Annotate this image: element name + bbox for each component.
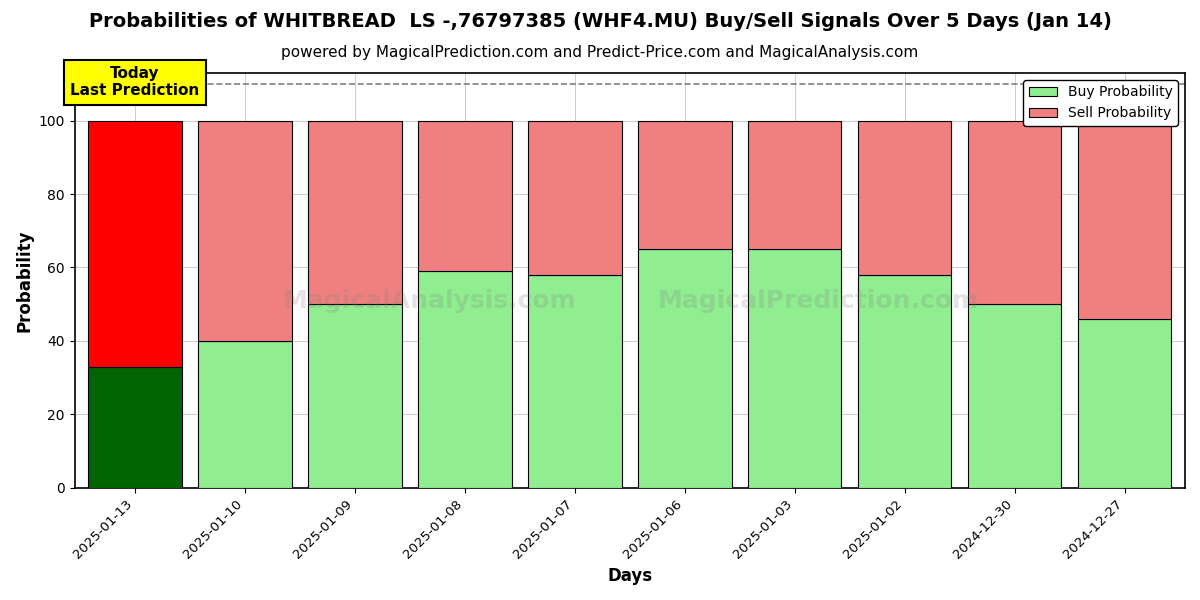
Bar <box>858 121 952 275</box>
Bar <box>638 249 732 488</box>
Legend: Buy Probability, Sell Probability: Buy Probability, Sell Probability <box>1024 80 1178 126</box>
Y-axis label: Probability: Probability <box>16 229 34 332</box>
Bar <box>638 121 732 249</box>
Bar <box>748 249 841 488</box>
Bar <box>968 304 1061 488</box>
Bar <box>89 367 182 488</box>
Bar <box>308 304 402 488</box>
Bar <box>198 341 292 488</box>
Text: Probabilities of WHITBREAD  LS -,76797385 (WHF4.MU) Buy/Sell Signals Over 5 Days: Probabilities of WHITBREAD LS -,76797385… <box>89 12 1111 31</box>
Text: MagicalAnalysis.com: MagicalAnalysis.com <box>283 289 577 313</box>
Bar <box>748 121 841 249</box>
Bar <box>419 121 511 271</box>
Bar <box>1078 121 1171 319</box>
Bar <box>858 275 952 488</box>
Bar <box>89 121 182 367</box>
Bar <box>968 121 1061 304</box>
Bar <box>528 275 622 488</box>
Text: Today
Last Prediction: Today Last Prediction <box>71 66 199 98</box>
Bar <box>1078 319 1171 488</box>
Text: powered by MagicalPrediction.com and Predict-Price.com and MagicalAnalysis.com: powered by MagicalPrediction.com and Pre… <box>281 45 919 60</box>
Bar <box>198 121 292 341</box>
Bar <box>308 121 402 304</box>
Bar <box>528 121 622 275</box>
X-axis label: Days: Days <box>607 567 653 585</box>
Text: MagicalPrediction.com: MagicalPrediction.com <box>658 289 979 313</box>
Bar <box>419 271 511 488</box>
